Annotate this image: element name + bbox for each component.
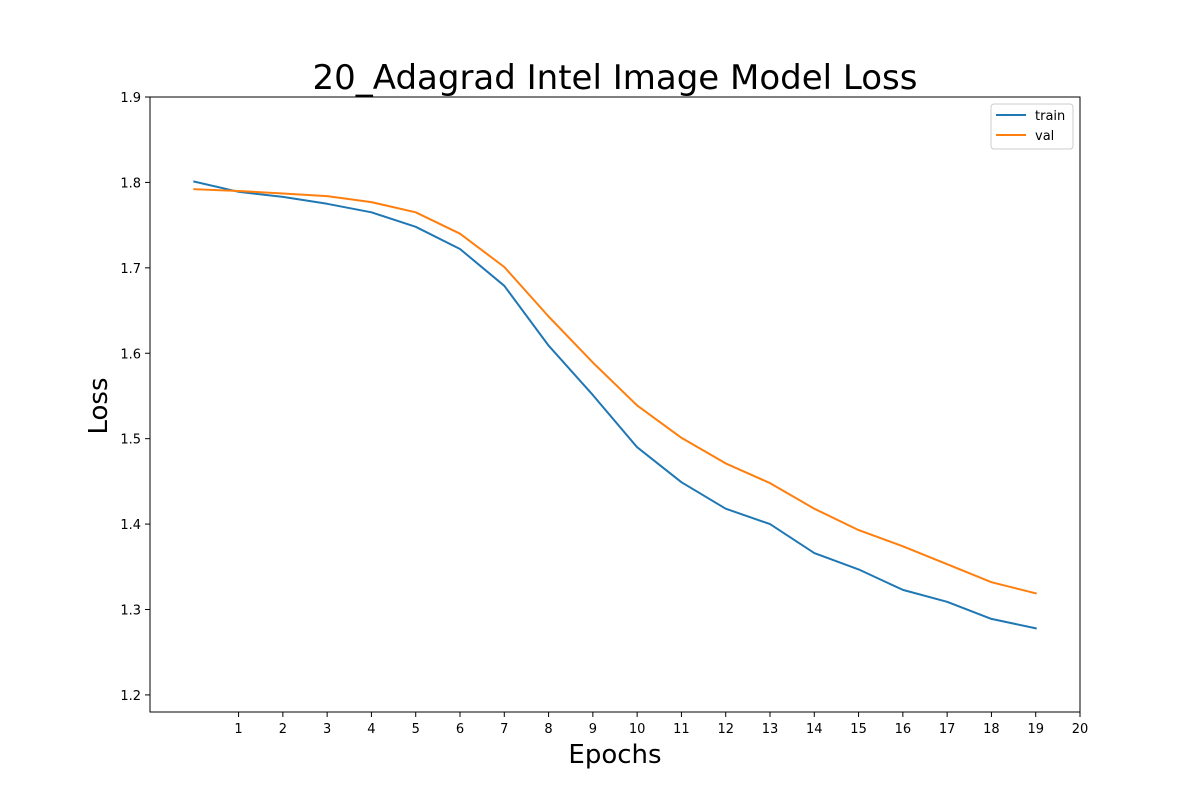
- x-tick-label: 19: [1027, 722, 1044, 737]
- y-tick-label: 1.6: [120, 347, 141, 362]
- legend-label-train: train: [1035, 109, 1065, 124]
- series-line-train: [193, 180, 1037, 630]
- series-line-val: [193, 188, 1037, 595]
- x-tick-label: 1: [234, 722, 242, 737]
- x-tick-label: 7: [500, 722, 508, 737]
- x-tick-label: 5: [412, 722, 420, 737]
- x-tick-label: 13: [762, 722, 779, 737]
- x-axis-label: Epochs: [568, 740, 661, 770]
- y-tick-label: 1.5: [120, 433, 141, 448]
- y-axis-ticks: 1.2 1.3 1.4 1.5 1.6 1.7 1.8 1.9: [120, 91, 150, 704]
- x-tick-label: 17: [939, 722, 956, 737]
- legend-label-val: val: [1035, 129, 1054, 144]
- y-tick-label: 1.2: [120, 689, 141, 704]
- x-axis-ticks: 1 2 3 4 5 6 7 8 9 10 11 12 13 14 15 16 17 18 19 20: [234, 712, 1088, 737]
- legend: train val: [990, 103, 1074, 150]
- y-tick-label: 1.3: [120, 604, 141, 619]
- x-tick-label: 9: [589, 722, 597, 737]
- y-tick-label: 1.7: [120, 262, 141, 277]
- x-tick-label: 14: [806, 722, 823, 737]
- y-tick-label: 1.9: [120, 91, 141, 106]
- x-tick-label: 6: [456, 722, 464, 737]
- x-tick-label: 3: [323, 722, 331, 737]
- x-tick-label: 4: [367, 722, 375, 737]
- x-tick-label: 16: [895, 722, 912, 737]
- chart-title: 20_Adagrad Intel Image Model Loss: [313, 58, 918, 98]
- x-tick-label: 15: [850, 722, 867, 737]
- x-tick-label: 8: [544, 722, 552, 737]
- x-tick-label: 2: [279, 722, 287, 737]
- series-group: [193, 180, 1037, 630]
- y-tick-label: 1.4: [120, 518, 141, 533]
- x-tick-label: 12: [717, 722, 734, 737]
- x-tick-label: 20: [1072, 722, 1089, 737]
- y-tick-label: 1.8: [120, 176, 141, 191]
- x-tick-label: 10: [629, 722, 646, 737]
- plot-frame: [149, 96, 1081, 713]
- x-tick-label: 18: [983, 722, 1000, 737]
- plot-area: [149, 96, 1081, 713]
- x-tick-label: 11: [673, 722, 690, 737]
- y-axis-label: Loss: [84, 377, 114, 434]
